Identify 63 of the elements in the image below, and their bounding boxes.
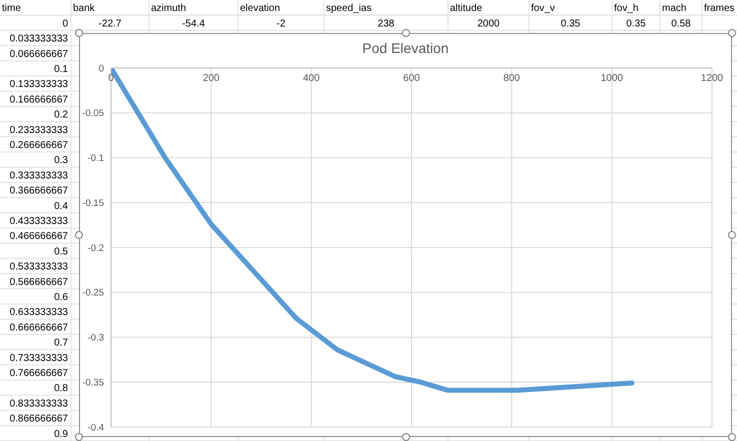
y-tick-label: 0.033333333: [10, 34, 68, 45]
data-label: -2: [276, 18, 286, 30]
y-tick-label: -0.05: [82, 108, 104, 120]
x-tick-label: 1000: [600, 73, 624, 84]
y-tick-label: 0.533333333: [10, 262, 68, 273]
y-tick-label: 0.433333333: [10, 216, 68, 227]
x-tick-label: speed_ias: [326, 3, 372, 14]
x-tick-label: 800: [503, 73, 520, 84]
y-tick-label: 0.5: [54, 246, 68, 258]
x-tick-label: 400: [302, 73, 320, 84]
x-tick-label: fov_v: [531, 3, 555, 14]
y-tick-label: 0: [62, 18, 68, 30]
y-tick-label: 0.2: [54, 110, 68, 121]
y-tick-label: -0.3: [88, 332, 104, 344]
y-tick-label: 0.666666667: [10, 322, 68, 334]
y-tick-label: 0.7: [54, 338, 68, 349]
y-tick-label: -0.35: [82, 377, 104, 388]
y-tick-label: 0.366666667: [10, 186, 68, 197]
y-tick-label: -0.2: [88, 242, 104, 254]
y-tick-label: 0.1: [54, 64, 68, 75]
x-tick-label: 0: [108, 73, 114, 84]
y-tick-label: 0.133333333: [10, 79, 68, 90]
data-label: 238: [378, 18, 395, 30]
y-tick-label: 0.333333333: [10, 170, 68, 182]
chart-title: Pod Elevation: [362, 40, 449, 56]
data-label: 0.58: [671, 18, 692, 30]
x-tick-label: elevation: [240, 3, 280, 14]
y-tick-label: 0.6: [54, 292, 68, 303]
y-tick-label: -0.1: [88, 153, 104, 164]
x-tick-label: azimuth: [151, 3, 186, 14]
y-tick-label: 0.566666667: [10, 276, 68, 288]
y-tick-label: 0.9: [54, 428, 68, 440]
x-tick-label: 1200: [700, 73, 724, 84]
x-tick-label: 200: [202, 73, 220, 84]
x-tick-label: 600: [403, 73, 420, 84]
x-tick-label: bank: [73, 3, 96, 14]
y-tick-label: 0.633333333: [10, 307, 68, 318]
y-tick-label: -0.15: [82, 198, 104, 209]
x-tick-label: mach: [662, 3, 686, 14]
y-tick-label: 0.833333333: [10, 398, 68, 410]
x-tick-label: fov_h: [614, 3, 638, 14]
y-tick-label: 0.166666667: [10, 94, 68, 106]
y-tick-label: 0.266666667: [10, 140, 68, 151]
data-label: -54.4: [182, 18, 206, 30]
y-tick-label: 0.733333333: [10, 352, 68, 364]
y-tick-label: 0.066666667: [10, 48, 68, 60]
y-tick-label: 0: [98, 63, 104, 74]
y-tick-label: 0.766666667: [10, 368, 68, 379]
y-axis-title: time: [2, 3, 22, 14]
y-tick-label: 0.233333333: [10, 124, 68, 136]
y-tick-label: 0.8: [54, 383, 68, 394]
data-label: 0.35: [626, 18, 646, 30]
y-tick-label: -0.25: [82, 288, 104, 299]
y-tick-label: 0.4: [54, 200, 68, 212]
y-tick-label: 0.866666667: [10, 414, 68, 425]
data-label: -22.7: [98, 18, 122, 30]
y-tick-label: -0.4: [88, 422, 104, 434]
data-label: 0.35: [560, 18, 581, 30]
x-tick-label: altitude: [450, 3, 483, 14]
y-tick-label: 0.3: [54, 155, 68, 166]
data-label: 2000: [477, 18, 500, 30]
x-tick-label: frames: [704, 3, 735, 14]
y-tick-label: 0.466666667: [10, 231, 68, 242]
